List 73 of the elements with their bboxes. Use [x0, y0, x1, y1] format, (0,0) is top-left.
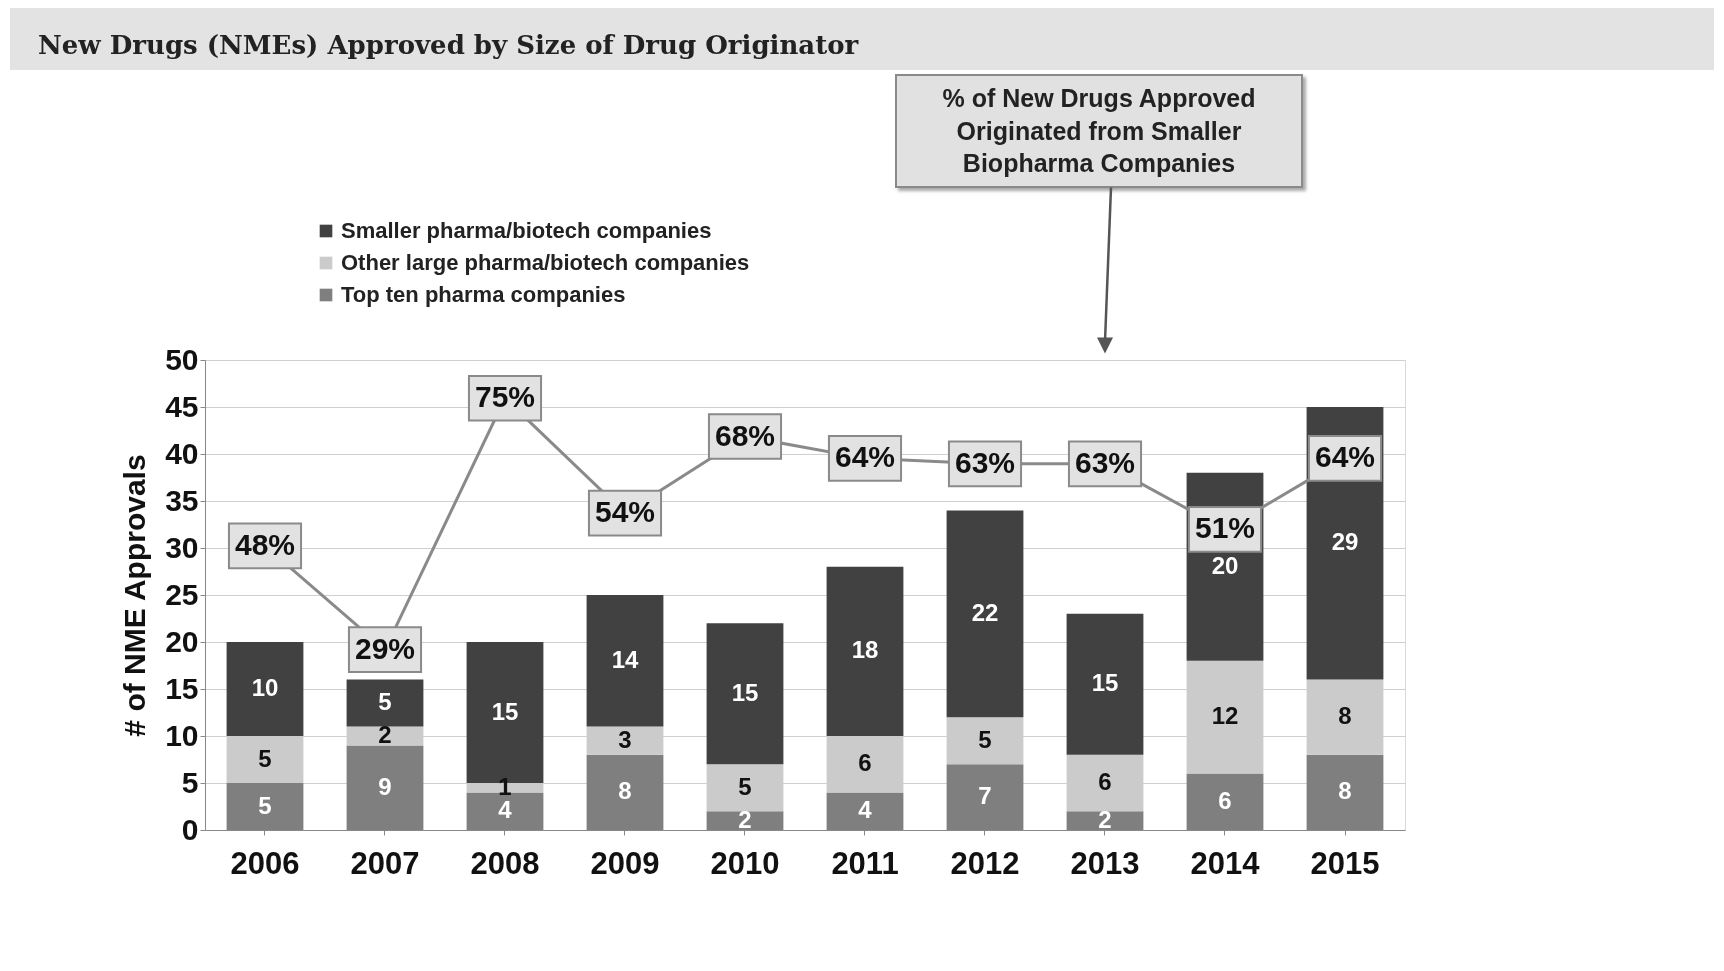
data-label: 22 [971, 598, 999, 626]
x-tick-label: 2015 [1310, 845, 1380, 881]
data-label: 2 [1098, 805, 1112, 833]
data-label: 15 [1091, 669, 1119, 697]
data-label: 3 [618, 725, 632, 753]
data-label: 5 [978, 725, 992, 753]
data-label: 5 [258, 791, 272, 819]
y-tick-label: 40 [165, 436, 199, 470]
x-tick-label: 2007 [350, 845, 420, 881]
bar [1066, 613, 1144, 755]
y-tick-label: 5 [181, 765, 199, 799]
data-label: 14 [611, 645, 639, 673]
data-label: 8 [1338, 702, 1352, 730]
y-tick-label: 45 [165, 389, 199, 423]
data-label: 12 [1211, 702, 1239, 730]
data-label: 48% [234, 527, 296, 561]
data-label: 63% [1074, 445, 1136, 479]
y-tick-label: 20 [165, 624, 199, 658]
data-label: 15 [491, 697, 519, 725]
data-label: 63% [954, 445, 1016, 479]
data-label: 54% [594, 495, 656, 529]
text: % of New Drugs Approved Originated from Smaller Biopharma Companies [895, 74, 1303, 188]
data-label: 51% [1194, 511, 1256, 545]
data-label: 29% [354, 631, 416, 665]
y-tick-label: 50 [165, 342, 199, 376]
data-label: 6 [1218, 786, 1232, 814]
data-label: 10 [251, 674, 279, 701]
data-label: 15 [731, 678, 759, 706]
x-tick-label: 2008 [470, 845, 540, 881]
data-label: 5 [738, 772, 752, 800]
bar [346, 679, 424, 727]
x-tick-label: 2010 [710, 845, 780, 881]
bar [226, 642, 304, 736]
data-label: 18 [851, 636, 879, 664]
data-label: 6 [858, 749, 872, 777]
bar [586, 595, 664, 727]
data-label: 7 [978, 782, 992, 810]
x-tick-label: 2013 [1070, 845, 1140, 881]
data-label: 8 [1338, 777, 1352, 805]
x-tick-label: 2006 [230, 845, 300, 881]
legend-label: Other large pharma/biotech companies [341, 250, 750, 275]
y-tick-label: 15 [165, 671, 199, 705]
data-label: 2 [378, 721, 392, 748]
bar [826, 566, 904, 736]
data-label: 5 [378, 688, 392, 716]
bar [706, 623, 784, 765]
data-label: 64% [834, 440, 896, 474]
x-tick-label: 2011 [831, 845, 899, 881]
data-label: 8 [618, 777, 632, 805]
y-tick-label: 0 [181, 812, 199, 846]
y-tick-label: 35 [165, 483, 199, 517]
legend-label: Smaller pharma/biotech companies [341, 218, 712, 243]
data-label: 20 [1211, 551, 1239, 579]
y-axis-title: # of NME Approvals [118, 454, 152, 737]
x-tick-label: 2012 [950, 845, 1020, 881]
chart-title: New Drugs (NMEs) Approved by Size of Drug Originator [10, 8, 1714, 70]
bar [946, 510, 1024, 718]
y-tick-label: 30 [165, 530, 199, 564]
x-tick-label: 2009 [590, 845, 660, 881]
data-label: 68% [714, 418, 776, 452]
data-label: 4 [858, 796, 873, 824]
x-tick-label: 2014 [1190, 845, 1261, 881]
data-label: 4 [498, 796, 513, 824]
data-label: 2 [738, 805, 752, 833]
legend-label: Top ten pharma companies [341, 282, 626, 307]
data-label: 75% [474, 380, 536, 414]
data-label: 64% [1314, 440, 1376, 474]
data-label: 6 [1098, 768, 1112, 795]
data-label: 5 [258, 744, 272, 772]
y-tick-label: 25 [165, 577, 199, 611]
data-label: 29 [1331, 528, 1359, 556]
y-tick-label: 10 [165, 718, 199, 752]
data-label: 9 [378, 772, 392, 800]
